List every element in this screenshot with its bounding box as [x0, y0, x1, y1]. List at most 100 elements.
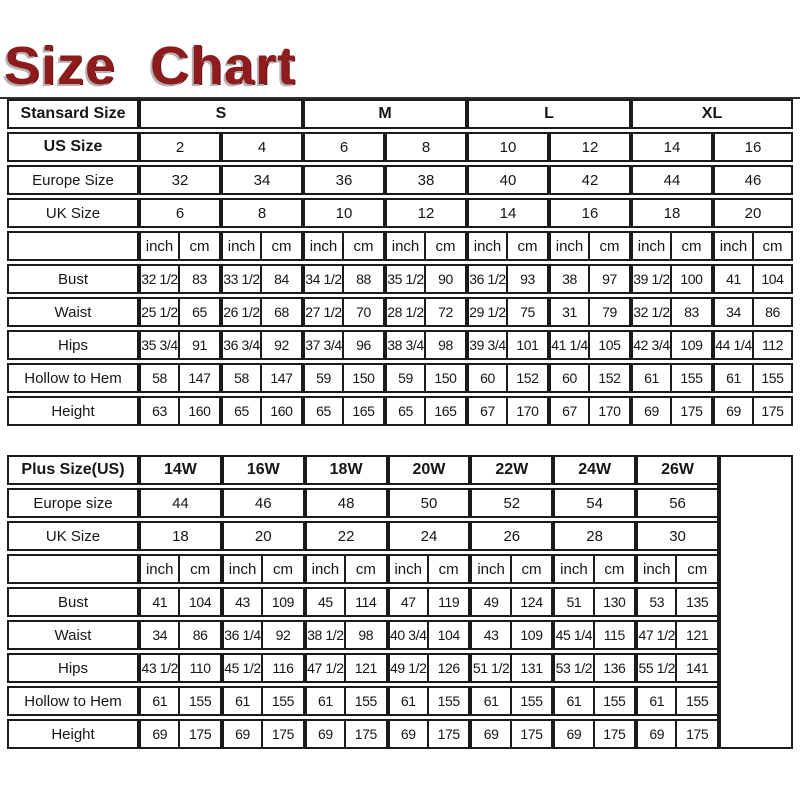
size-value-cell: 44	[629, 165, 711, 195]
size-group-header: 16W	[219, 455, 303, 485]
unit-cell: inch	[219, 231, 260, 261]
measure-value-cell: 35 3/4	[137, 330, 178, 360]
unit-cell: inch	[383, 231, 424, 261]
size-value-cell: 42	[547, 165, 629, 195]
measure-value-cell: 155	[675, 686, 717, 716]
measure-value-cell: 38	[547, 264, 588, 294]
size-value-cell: 50	[385, 488, 469, 518]
measure-value-cell: 150	[424, 363, 465, 393]
measure-value-cell: 34 1/2	[301, 264, 342, 294]
measure-value-cell: 65	[219, 396, 260, 426]
measure-value-cell: 121	[344, 653, 386, 683]
unit-cell: inch	[385, 554, 427, 584]
measure-value-cell: 42 3/4	[629, 330, 670, 360]
measure-value-cell: 44 1/4	[711, 330, 752, 360]
size-value-cell: 36	[301, 165, 383, 195]
unit-cell: cm	[588, 231, 629, 261]
size-value-cell: 26	[468, 521, 552, 551]
measure-value-cell: 37 3/4	[301, 330, 342, 360]
measure-value-cell: 63	[137, 396, 178, 426]
size-value-cell: 38	[383, 165, 465, 195]
size-value-cell: 6	[301, 132, 383, 162]
measure-value-cell: 32 1/2	[629, 297, 670, 327]
unit-cell: cm	[261, 554, 303, 584]
measure-value-cell: 104	[752, 264, 793, 294]
unit-cell: inch	[137, 554, 179, 584]
size-value-cell: 12	[547, 132, 629, 162]
measure-value-cell: 65	[301, 396, 342, 426]
size-value-cell: 46	[711, 165, 793, 195]
measure-value-cell: 130	[592, 587, 635, 617]
table-title-cell: Plus Size(US)	[7, 455, 137, 485]
size-value-cell: 6	[137, 198, 219, 228]
unit-cell: inch	[465, 231, 506, 261]
measure-value-cell: 155	[509, 686, 552, 716]
size-value-cell: 34	[219, 165, 301, 195]
size-value-cell: 52	[468, 488, 552, 518]
measure-value-cell: 43	[468, 620, 510, 650]
measure-value-cell: 69	[629, 396, 670, 426]
measure-value-cell: 34	[711, 297, 752, 327]
measure-value-cell: 175	[178, 719, 220, 749]
measure-value-cell: 67	[465, 396, 506, 426]
measure-value-cell: 61	[385, 686, 427, 716]
unit-cell: inch	[551, 554, 593, 584]
measure-value-cell: 175	[675, 719, 717, 749]
measure-value-cell: 49	[468, 587, 510, 617]
unit-row-label-cell	[7, 231, 137, 261]
measure-value-cell: 155	[592, 686, 635, 716]
size-value-cell: 32	[137, 165, 219, 195]
unit-cell: inch	[711, 231, 752, 261]
unit-cell: cm	[344, 554, 386, 584]
unit-row-label-cell	[7, 554, 137, 584]
measure-value-cell: 53 1/2	[551, 653, 593, 683]
measure-value-cell: 105	[588, 330, 629, 360]
measure-value-cell: 43 1/2	[137, 653, 179, 683]
row-label: Waist	[7, 620, 137, 650]
measure-value-cell: 45 1/4	[551, 620, 593, 650]
measure-value-cell: 43	[219, 587, 262, 617]
measure-value-cell: 116	[261, 653, 303, 683]
size-value-cell: 14	[629, 132, 711, 162]
unit-cell: inch	[547, 231, 588, 261]
size-group-header: M	[301, 99, 465, 129]
row-label: Waist	[7, 297, 137, 327]
size-group-header: 26W	[634, 455, 717, 485]
row-label: Hollow to Hem	[7, 363, 137, 393]
size-value-cell: 20	[711, 198, 793, 228]
measure-value-cell: 32 1/2	[137, 264, 178, 294]
measure-value-cell: 69	[219, 719, 262, 749]
measure-value-cell: 109	[509, 620, 552, 650]
measure-value-cell: 61	[551, 686, 593, 716]
measure-value-cell: 79	[588, 297, 629, 327]
measure-value-cell: 38 1/2	[302, 620, 345, 650]
size-value-cell: 44	[137, 488, 220, 518]
measure-value-cell: 36 3/4	[219, 330, 260, 360]
measure-value-cell: 65	[383, 396, 424, 426]
measure-value-cell: 96	[342, 330, 383, 360]
unit-cell: cm	[592, 554, 635, 584]
measure-value-cell: 61	[137, 686, 179, 716]
size-value-cell: 2	[137, 132, 219, 162]
measure-value-cell: 147	[260, 363, 301, 393]
standard-size-table-body: Stansard Size S M L XL US Size 2 4 6 8 10 12 14 16 Eur…	[7, 99, 793, 426]
measure-value-cell: 147	[178, 363, 219, 393]
measure-value-cell: 141	[675, 653, 717, 683]
size-value-cell: 56	[634, 488, 717, 518]
row-label: Hollow to Hem	[7, 686, 137, 716]
measure-value-cell: 91	[178, 330, 219, 360]
measure-value-cell: 160	[178, 396, 219, 426]
measure-value-cell: 175	[509, 719, 552, 749]
plus-size-table-body: Plus Size(US) 14W 16W 18W 20W 22W 24W 26W Europe…	[7, 455, 793, 749]
measure-value-cell: 58	[219, 363, 260, 393]
size-group-header: 22W	[468, 455, 552, 485]
measure-value-cell: 40 3/4	[385, 620, 427, 650]
measure-value-cell: 51 1/2	[468, 653, 510, 683]
measure-value-cell: 98	[344, 620, 386, 650]
measure-value-cell: 155	[344, 686, 386, 716]
measure-value-cell: 88	[342, 264, 383, 294]
measure-value-cell: 38 3/4	[383, 330, 424, 360]
measure-value-cell: 58	[137, 363, 178, 393]
measure-value-cell: 109	[670, 330, 711, 360]
row-label: Height	[7, 719, 137, 749]
